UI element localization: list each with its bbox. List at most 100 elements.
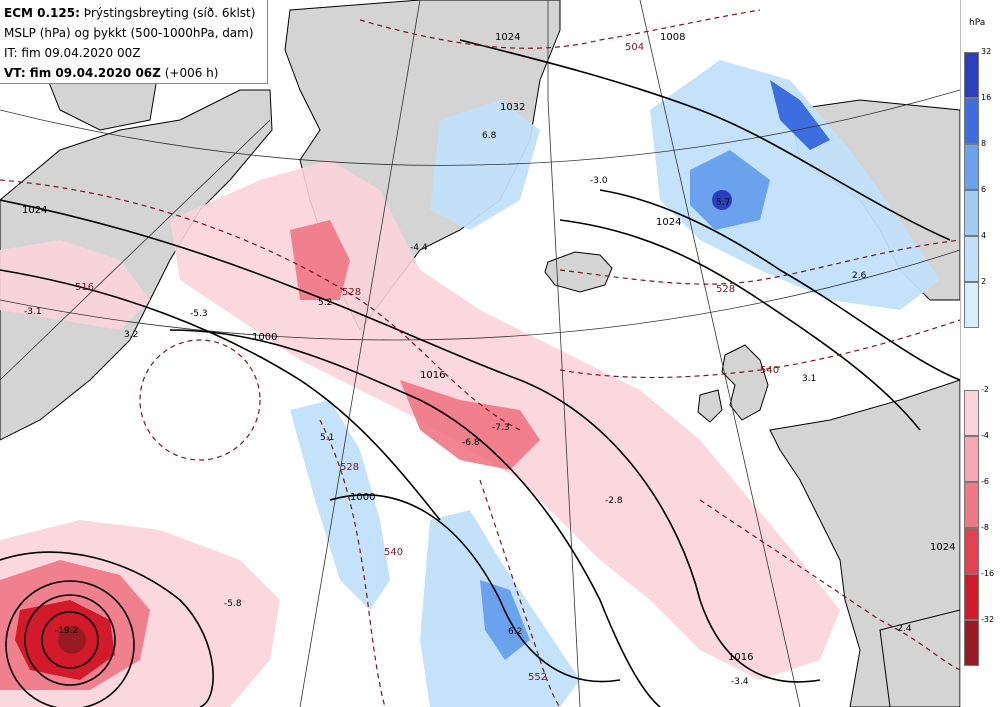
thickness-label: 504	[625, 42, 644, 53]
fall-tick-label: -32	[981, 615, 995, 624]
rise-strip-ne	[770, 80, 830, 150]
product-name: Þrýstingsbreyting (síð. 6klst)	[83, 6, 256, 20]
low-center-deep	[58, 626, 86, 654]
rise-swatch	[964, 98, 979, 144]
thickness-line	[319, 419, 386, 707]
tendency-value: -3.0	[590, 176, 608, 186]
fall-tick-label: -2	[981, 385, 989, 394]
rise-swatch	[964, 282, 979, 328]
canada-landmass	[0, 89, 273, 441]
lead-time: (+006 h)	[164, 66, 219, 80]
isobar-label: 1016	[728, 652, 753, 663]
graticule-parallel	[0, 249, 961, 341]
isobar-line	[329, 494, 621, 683]
legend-unit: hPa	[969, 18, 986, 28]
rise-area-ne	[650, 60, 940, 310]
isobar-low-ring	[41, 611, 99, 669]
fall-swatch	[964, 390, 979, 436]
thickness-line	[559, 319, 961, 379]
model-name: ECM 0.125:	[4, 6, 80, 20]
title-line-2: MSLP (hPa) og þykkt (500-1000hPa, dam)	[4, 26, 254, 40]
isobar-label: 1024	[656, 217, 681, 228]
rise-tick-label: 6	[981, 185, 987, 194]
isobar-line	[0, 551, 214, 707]
rise-tick-label: 32	[981, 47, 992, 56]
rise-core-south	[480, 580, 530, 660]
isobar-low-ring	[5, 580, 135, 707]
fall-tick-label: -16	[981, 569, 995, 578]
isobar-layer	[0, 39, 961, 707]
tendency-value: 5.2	[318, 298, 332, 308]
thickness-label: 528	[716, 284, 735, 295]
fall-swatch	[964, 528, 979, 574]
isobar-label: 1032	[500, 102, 525, 113]
tendency-value: 5.1	[320, 433, 334, 443]
isobar-label: 1000	[252, 332, 277, 343]
isobar-line	[559, 219, 921, 431]
thickness-label: 516	[75, 282, 94, 293]
chart-title-box: ECM 0.125: Þrýstingsbreyting (síð. 6klst…	[0, 0, 268, 84]
isobar-line	[459, 39, 951, 241]
valid-time-line: VT: fim 09.04.2020 06Z (+006 h)	[4, 63, 267, 83]
tendency-value: -6.8	[462, 438, 480, 448]
thickness-label: 552	[528, 672, 547, 683]
fall-tick-label: -4	[981, 431, 989, 440]
tendency-value: -3.1	[24, 307, 42, 317]
fall-tick-label: -8	[981, 523, 989, 532]
graticule-parallel	[0, 89, 961, 166]
rise-swatch	[964, 190, 979, 236]
tendency-value: -2.8	[605, 496, 623, 506]
valid-time: VT: fim 09.04.2020 06Z	[4, 66, 161, 80]
graticule-meridian	[299, 0, 421, 707]
thickness-line	[699, 499, 961, 671]
tendency-value: 3.2	[124, 330, 138, 340]
fall-swatch	[964, 436, 979, 482]
isobar-line	[0, 269, 441, 521]
thickness-label: 540	[384, 547, 403, 558]
british-isles	[721, 344, 769, 421]
fall-tick-label: -6	[981, 477, 989, 486]
graticule-meridian	[639, 0, 801, 707]
isobar-label: 1024	[930, 542, 955, 553]
thickness-line	[479, 479, 561, 707]
tendency-labels: -3.1 3.2 -5.3 5.2 -4.4 6.8 -3.0 5.7 2.6 …	[24, 131, 912, 687]
isobar-labels: 1024 1024 1032 1008 1016 1000 1000 1016 …	[22, 32, 955, 663]
fall-swatch	[964, 574, 979, 620]
tendency-value: -7.3	[492, 423, 510, 433]
thickness-label: 540	[760, 365, 779, 376]
tendency-value: -5.8	[224, 599, 242, 609]
tendency-value: -19.2	[55, 626, 78, 636]
ireland	[697, 389, 723, 423]
isobar-line	[0, 199, 821, 683]
tendency-value: -5.3	[190, 309, 208, 319]
rise-tick-label: 8	[981, 139, 987, 148]
graticule-meridian	[0, 119, 271, 381]
isobar-label: 1008	[660, 32, 685, 43]
issue-time: IT: fim 09.04.2020 00Z	[4, 46, 141, 60]
isobar-label: 1016	[420, 370, 445, 381]
isobar-line	[599, 189, 961, 381]
rise-swatch	[964, 52, 979, 98]
rise-swatch	[964, 236, 979, 282]
thickness-ring	[139, 339, 261, 461]
isobar-label: 1024	[22, 205, 47, 216]
thickness-layer	[0, 9, 961, 707]
isobar-low-ring	[24, 594, 116, 686]
tendency-value: 2.6	[852, 271, 867, 281]
thickness-line	[0, 179, 521, 431]
rise-tick-label: 2	[981, 277, 987, 286]
thickness-label: 528	[340, 462, 359, 473]
fall-swatch	[964, 482, 979, 528]
tendency-value: -4.4	[410, 243, 428, 253]
isobar-label: 1000	[350, 492, 375, 503]
tendency-value: 3.1	[802, 374, 816, 384]
thickness-line	[559, 239, 961, 285]
thickness-label: 528	[342, 287, 361, 298]
graticule-layer	[0, 0, 961, 707]
rise-area-mid	[290, 400, 390, 610]
fall-core-greenland	[290, 220, 350, 300]
tendency-value: -3.4	[731, 677, 749, 687]
tendency-value: 6.8	[482, 131, 497, 141]
